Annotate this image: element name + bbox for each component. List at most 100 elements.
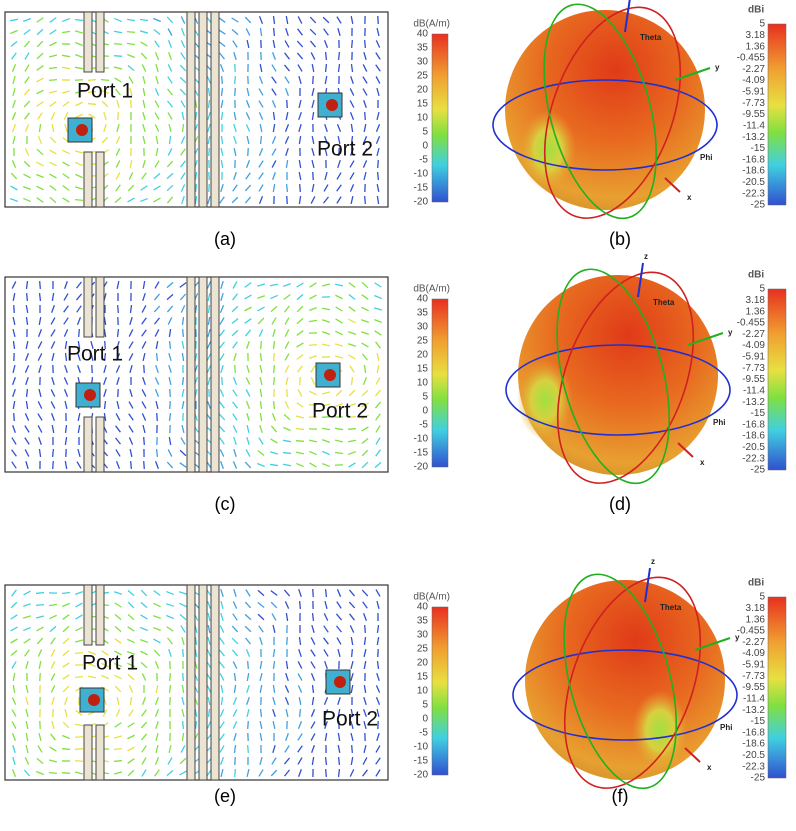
colorbar-tick: -25 [751,773,766,784]
axis-label: x [700,458,705,467]
slot [187,12,195,207]
slot [96,12,104,72]
slot [84,12,92,72]
colorbar-tick: 1.36 [746,614,766,625]
field-arrow [274,401,275,409]
colorbar-tick: -4.09 [742,75,765,86]
slot [96,585,104,645]
colorbar-tick: 15 [417,364,429,375]
field-arrow [300,377,301,385]
port-feed [88,694,100,706]
field-arrow [170,401,171,409]
slot [84,152,92,207]
colorbar-tick: 5 [422,392,428,403]
field-arrow [222,377,223,385]
colorbar-tick: 30 [417,630,429,641]
field-arrow [49,80,57,81]
field-arrow [300,601,301,609]
field-arrow [378,160,379,168]
colorbar-tick: 0 [422,406,428,417]
colorbar-tick: 1.36 [746,41,766,52]
colorbar-tick: 0 [422,141,428,152]
colorbar-tick: -18.6 [742,431,765,442]
field-arrow [296,429,304,430]
field-arrow [36,605,44,606]
slot [199,277,207,472]
colorbar-tick: -22.3 [742,453,765,464]
colorbar-tick: -15 [751,716,766,727]
field-arrow [144,437,145,445]
field-arrow [348,429,356,430]
field-arrow [114,749,122,750]
colorbar-tick: 20 [417,350,429,361]
field-arrow [183,329,184,337]
field-arrow [274,353,275,361]
field-arrow [183,673,184,681]
colorbar-tick: -4.09 [742,340,765,351]
colorbar-tick: -10 [414,742,429,753]
field-arrow [274,365,275,373]
field-arrow [209,709,210,717]
field-arrow [144,365,145,373]
colorbar-tick: 20 [417,658,429,669]
colorbar-tick: -16.8 [742,154,765,165]
colorbar [432,607,448,775]
colorbar-tick: 25 [417,644,429,655]
panel-label: (f) [612,786,629,806]
slot [96,277,104,337]
slot [211,585,219,780]
field-arrow [127,32,135,33]
colorbar-tick: -11.4 [743,385,765,396]
port-feed [84,389,96,401]
field-arrow [62,773,70,774]
colorbar-tick: -11.4 [743,693,765,704]
slot [84,585,92,645]
field-arrow [53,449,54,457]
field-arrow [309,345,317,346]
colorbar-tick: -5 [419,728,428,739]
panel-label: (a) [214,229,236,249]
port-label: Port 1 [82,652,138,675]
field-arrow [274,28,275,36]
colorbar-tick: -20.5 [742,177,765,188]
colorbar-tick: 10 [417,378,429,389]
colorbar-tick: 15 [417,99,429,110]
colorbar-tick: -9.55 [742,374,765,385]
field-arrow [296,441,304,442]
colorbar-tick: -20.5 [742,750,765,761]
field-arrow [335,465,343,466]
colorbar-tick: -5.91 [742,660,765,671]
colorbar-tick: -9.55 [742,109,765,120]
field-arrow [339,757,340,765]
field-arrow [53,461,54,469]
field-arrow [313,589,314,597]
field-arrow [261,341,262,349]
colorbar-tick: -18.6 [742,166,765,177]
field-arrow [40,673,41,681]
colorbar-tick: 5 [759,592,765,603]
angle-label: Theta [660,603,682,612]
colorbar-tick: -13.2 [742,705,765,716]
field-arrow [131,461,132,469]
field-arrow [75,749,83,750]
field-arrow [235,88,236,96]
colorbar-tick: -20.5 [742,442,765,453]
slot [84,277,92,337]
colorbar-tick: -5.91 [742,352,765,363]
colorbar-tick: -15 [414,183,429,194]
field-arrow [27,389,28,397]
slot [199,12,207,207]
colorbar-tick: 1.36 [746,306,766,317]
field-arrow [300,184,301,192]
pattern-panel: zyxThetaPhidBi53.181.36-0.455-2.27-4.09-… [493,0,786,249]
field-arrow [283,453,291,454]
field-arrow [326,52,327,60]
colorbar [768,597,786,778]
port-label: Port 1 [77,80,133,103]
port-label: Port 2 [312,400,368,423]
field-arrow [105,401,106,409]
colorbar-tick: -22.3 [742,188,765,199]
field-arrow [14,413,15,421]
field-arrow [326,64,327,72]
